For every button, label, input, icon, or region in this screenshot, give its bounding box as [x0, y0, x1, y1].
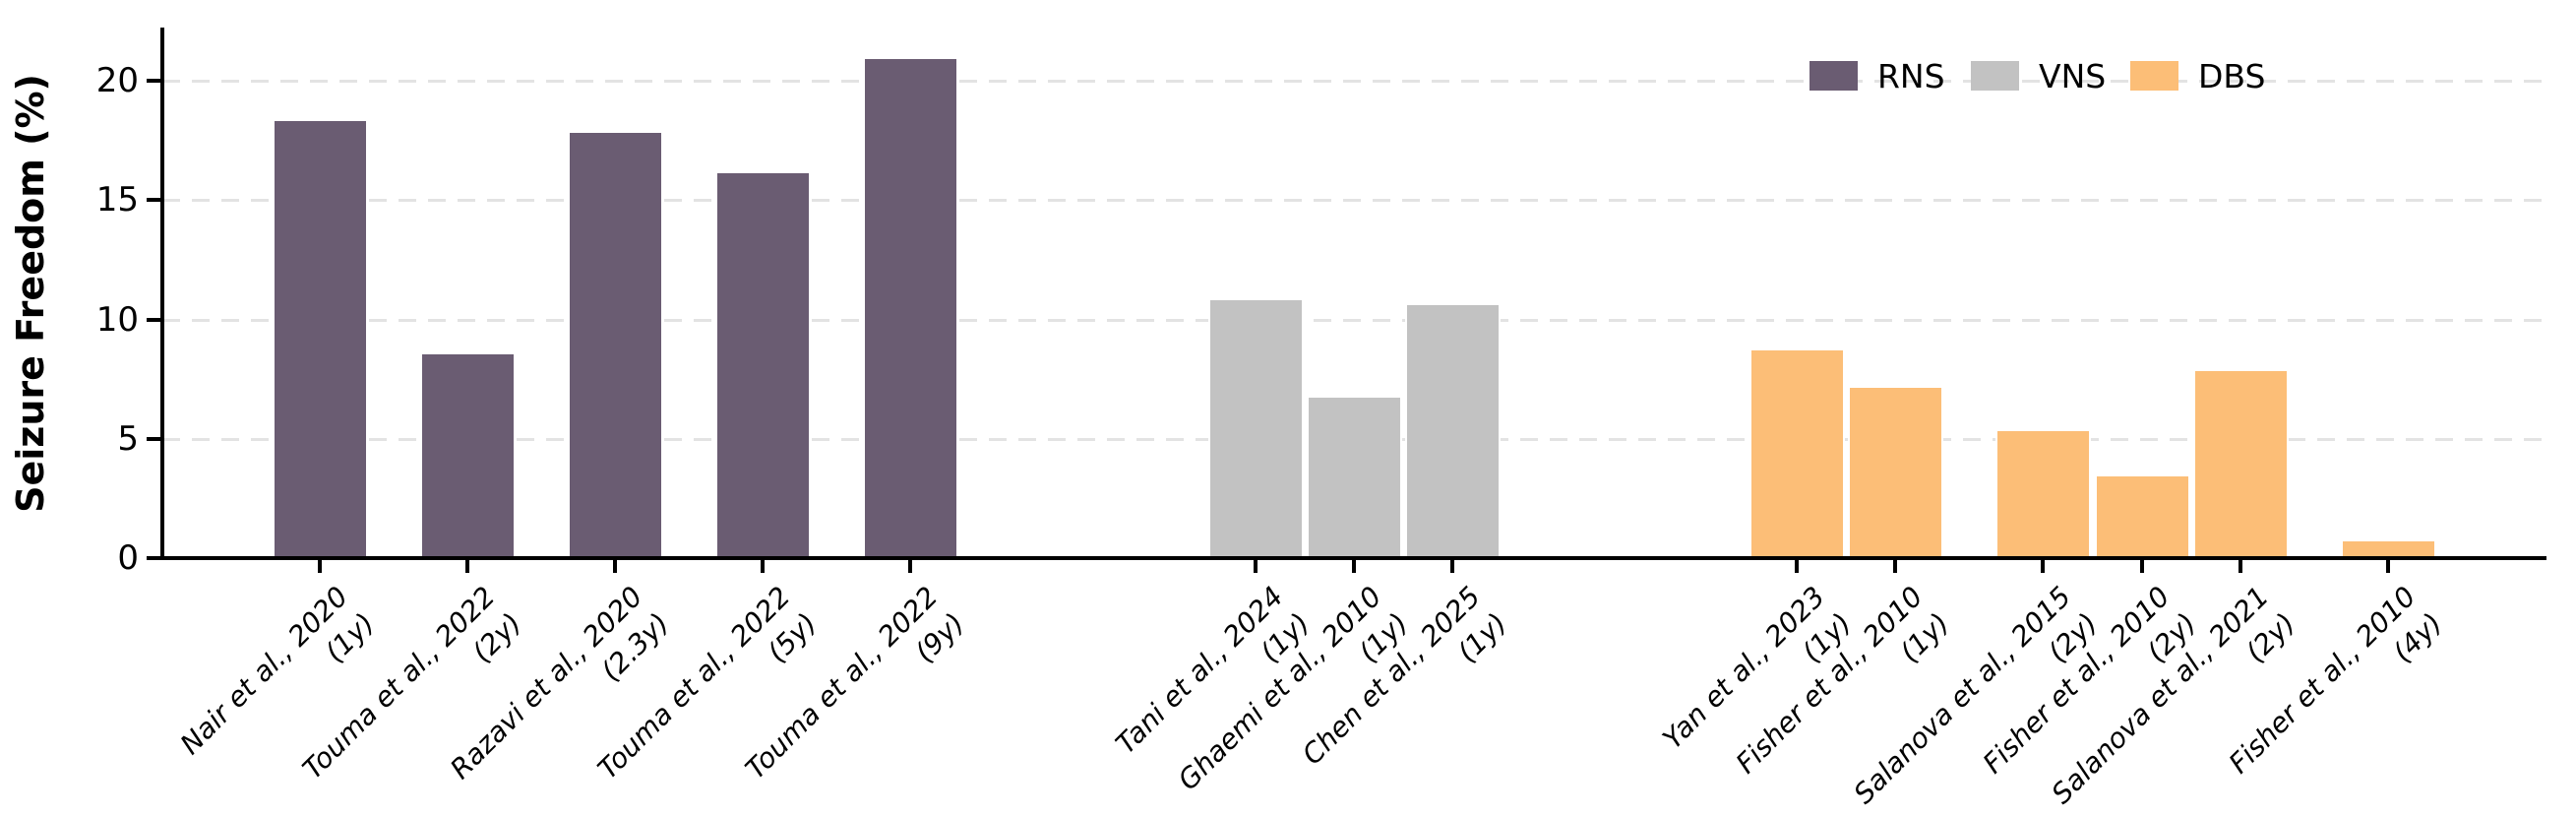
gridline-y-15	[162, 199, 2546, 203]
legend-swatch-dbs	[2130, 61, 2178, 91]
x-tick-4	[908, 560, 912, 573]
gridline-y-10	[162, 318, 2546, 322]
bar-vns-6	[1306, 396, 1402, 558]
bar-rns-2	[567, 131, 663, 558]
x-tick-0	[318, 560, 322, 573]
y-axis-spine	[160, 28, 164, 560]
bar-dbs-10	[1994, 429, 2091, 558]
x-tick-1	[465, 560, 469, 573]
x-tick-8	[1795, 560, 1799, 573]
bar-rns-1	[419, 352, 516, 558]
legend-label-rns: RNS	[1877, 57, 1945, 95]
x-tick-7	[1450, 560, 1454, 573]
x-tick-5	[1254, 560, 1257, 573]
x-axis-spine	[160, 556, 2546, 560]
y-tick-10	[147, 317, 160, 322]
x-tick-2	[613, 560, 617, 573]
bar-rns-3	[714, 171, 811, 558]
legend-swatch-rns	[1809, 61, 1858, 91]
bar-vns-7	[1404, 303, 1501, 558]
legend-label-vns: VNS	[2039, 57, 2107, 95]
bar-rns-0	[272, 119, 368, 558]
x-tick-11	[2140, 560, 2144, 573]
bar-dbs-8	[1748, 348, 1845, 558]
y-tick-5	[147, 436, 160, 441]
x-tick-3	[761, 560, 765, 573]
bar-dbs-9	[1847, 386, 1943, 558]
x-tick-10	[2041, 560, 2045, 573]
gridline-y-20	[162, 80, 2546, 83]
bar-rns-4	[862, 57, 958, 558]
bar-vns-5	[1207, 298, 1304, 558]
bar-dbs-11	[2094, 474, 2190, 558]
y-tick-label-0: 0	[117, 538, 139, 578]
x-tick-6	[1352, 560, 1356, 573]
y-tick-label-10: 10	[95, 299, 139, 340]
y-tick-15	[147, 198, 160, 203]
y-tick-0	[147, 556, 160, 560]
y-tick-20	[147, 79, 160, 83]
y-axis-title: Seizure Freedom (%)	[9, 74, 52, 513]
legend-label-dbs: DBS	[2198, 57, 2266, 95]
bar-dbs-12	[2192, 369, 2289, 558]
y-tick-label-20: 20	[95, 61, 139, 100]
x-tick-9	[1893, 560, 1897, 573]
y-tick-label-5: 5	[117, 418, 139, 459]
legend-swatch-vns	[1971, 61, 2019, 91]
y-tick-label-15: 15	[95, 180, 139, 220]
x-tick-12	[2239, 560, 2242, 573]
x-tick-13	[2386, 560, 2390, 573]
